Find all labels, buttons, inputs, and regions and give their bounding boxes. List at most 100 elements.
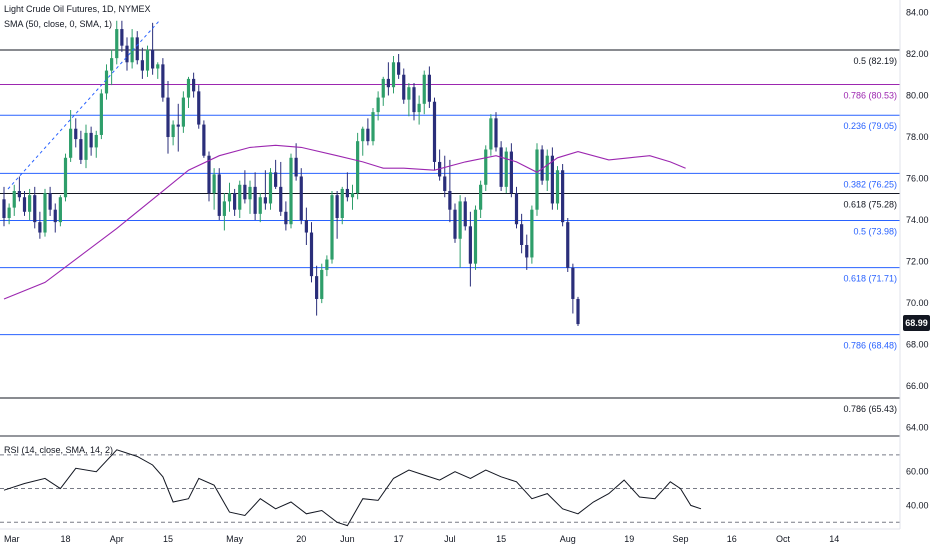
candle-body [479, 184, 483, 210]
candle-body [391, 62, 396, 88]
rsi-levels [0, 454, 900, 523]
candle-body [227, 193, 232, 202]
price-tick-label: 80.00 [906, 91, 929, 101]
time-tick-label: Sep [672, 534, 688, 544]
time-tick-label: Oct [776, 534, 791, 544]
candle-body [443, 176, 447, 192]
price-tick-label: 84.00 [906, 7, 929, 17]
candle-body [176, 124, 180, 127]
candle-body [79, 139, 83, 160]
candle-body [140, 60, 144, 71]
candle-body [463, 201, 467, 227]
price-tick-label: 66.00 [906, 381, 929, 391]
candle-body [356, 141, 360, 194]
candle-body [432, 101, 437, 162]
price-tick-label: 78.00 [906, 132, 929, 142]
candle-body [294, 157, 298, 177]
fib-level-label: 0.786 (68.48) [843, 341, 897, 351]
time-tick-label: 14 [829, 534, 839, 544]
candle-body [289, 157, 293, 225]
candle-body [407, 87, 411, 100]
candle-body [325, 259, 329, 270]
sma-indicator-label[interactable]: SMA (50, close, 0, SMA, 1) [4, 19, 113, 29]
chart-title[interactable]: Light Crude Oil Futures, 1D, NYMEX [4, 4, 151, 14]
candle-body [33, 195, 37, 223]
candle-body [381, 78, 385, 98]
candle-body [7, 207, 11, 218]
candle-body [530, 209, 534, 258]
candle-body [371, 112, 375, 142]
price-tick-label: 74.00 [906, 215, 929, 225]
fib-level-label: 0.236 (79.05) [843, 121, 897, 131]
sma-line [3, 144, 686, 300]
candle-body [17, 191, 21, 198]
candle-body [345, 188, 349, 198]
candle-body [192, 78, 196, 92]
candle-body [509, 151, 513, 194]
candle-body [540, 149, 544, 181]
candle-body [207, 155, 211, 194]
candle-body [115, 29, 119, 59]
candle-body [494, 118, 498, 148]
candle-body [89, 132, 93, 148]
price-tick-label: 76.00 [906, 174, 929, 184]
candle-body [309, 232, 314, 277]
candle-body [222, 201, 226, 216]
candle-body [320, 269, 324, 299]
candle-body [335, 195, 339, 218]
time-tick-label: 15 [163, 534, 173, 544]
candle-body [253, 186, 257, 214]
candle-body [274, 172, 278, 187]
candle-body [156, 64, 160, 69]
candle-body [171, 124, 175, 138]
candle-body [151, 49, 155, 69]
candle-body [489, 118, 493, 150]
candlestick-series [2, 20, 580, 326]
price-axis-ticks[interactable]: 84.00 82.00 80.00 78.00 76.00 74.00 72.00 70.00… [906, 7, 929, 432]
time-tick-label: 16 [727, 534, 737, 544]
candle-body [84, 132, 88, 160]
time-axis-ticks[interactable]: Mar 18 Apr 15 May 20 Jun 17 Jul 15 Aug 19 Sep 16 Oct 14 [4, 534, 839, 544]
candle-body [366, 128, 370, 142]
last-price-badge: 68.99 [903, 315, 930, 331]
rsi-axis-ticks[interactable]: 60.00 40.00 [906, 467, 929, 511]
candle-body [458, 201, 462, 239]
time-tick-label: May [226, 534, 244, 544]
candle-body [28, 195, 32, 212]
candle-body [279, 186, 283, 212]
candle-body [453, 209, 457, 239]
candle-body [504, 151, 508, 187]
candle-body [376, 97, 380, 113]
candle-body [233, 193, 237, 210]
candle-body [361, 128, 365, 142]
rsi-tick-label: 60.00 [906, 467, 929, 477]
candle-body [125, 45, 129, 63]
rsi-line [3, 449, 702, 527]
candle-body [473, 209, 478, 264]
candle-body [38, 222, 42, 233]
candle-body [550, 155, 554, 204]
candle-body [484, 149, 488, 185]
price-tick-label: 82.00 [906, 49, 929, 59]
candle-body [166, 97, 170, 138]
candle-body [202, 124, 206, 156]
candle-body [350, 193, 355, 198]
candle-body [120, 29, 124, 46]
candle-body [197, 91, 201, 125]
candle-body [561, 170, 565, 223]
candle-body [417, 103, 421, 113]
time-tick-label: Aug [560, 534, 576, 544]
candle-body [330, 195, 334, 260]
rsi-indicator-label[interactable]: RSI (14, close, SMA, 14, 2) [4, 445, 114, 455]
trend-line[interactable] [7, 19, 161, 190]
candle-body [525, 244, 529, 258]
candle-body [284, 211, 288, 225]
candle-body [340, 188, 344, 218]
candle-body [427, 74, 431, 102]
fib-level-label: 0.618 (75.28) [843, 200, 897, 210]
candle-body [243, 184, 247, 200]
fib-level-label: 0.618 (71.71) [843, 274, 897, 284]
candle-body [212, 174, 216, 194]
